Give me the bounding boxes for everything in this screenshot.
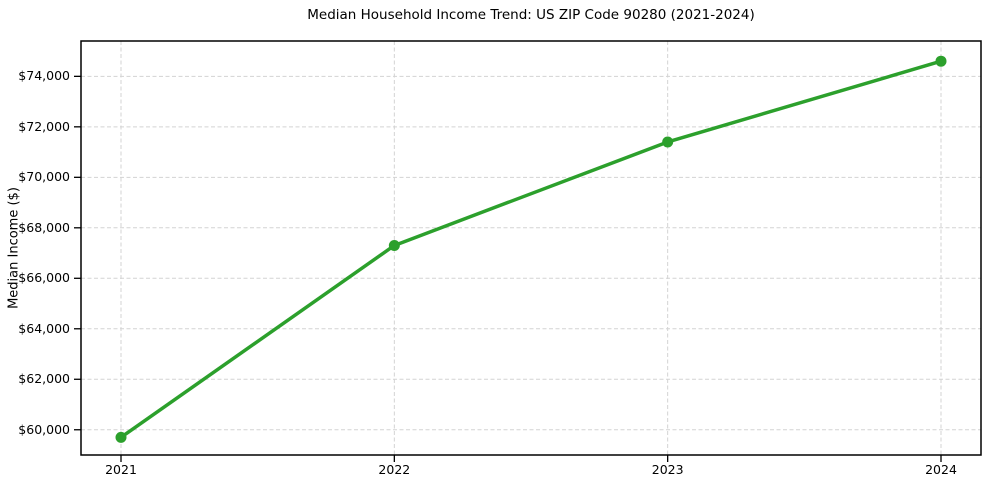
data-point-2022	[388, 239, 400, 251]
data-point-2021	[115, 431, 127, 443]
x-tick-label: 2024	[925, 462, 957, 477]
y-tick-label: $68,000	[18, 219, 70, 235]
trend-line	[119, 59, 943, 440]
y-tick-label: $60,000	[18, 421, 70, 437]
x-tick-label: 2023	[651, 462, 684, 477]
chart-title: Median Household Income Trend: US ZIP Co…	[307, 7, 755, 23]
y-tick-label: $66,000	[18, 270, 70, 286]
y-tick-label: $62,000	[18, 371, 70, 387]
y-tick-label: $72,000	[18, 118, 70, 134]
plot-border	[80, 40, 982, 456]
y-tick-label: $74,000	[18, 68, 70, 84]
y-tick-label: $64,000	[18, 320, 70, 336]
x-tick-label: 2021	[105, 462, 137, 477]
data-point-2024	[935, 55, 947, 67]
y-tick-label: $70,000	[18, 169, 70, 185]
x-tick-label: 2022	[378, 462, 411, 477]
data-point-2023	[662, 136, 674, 148]
